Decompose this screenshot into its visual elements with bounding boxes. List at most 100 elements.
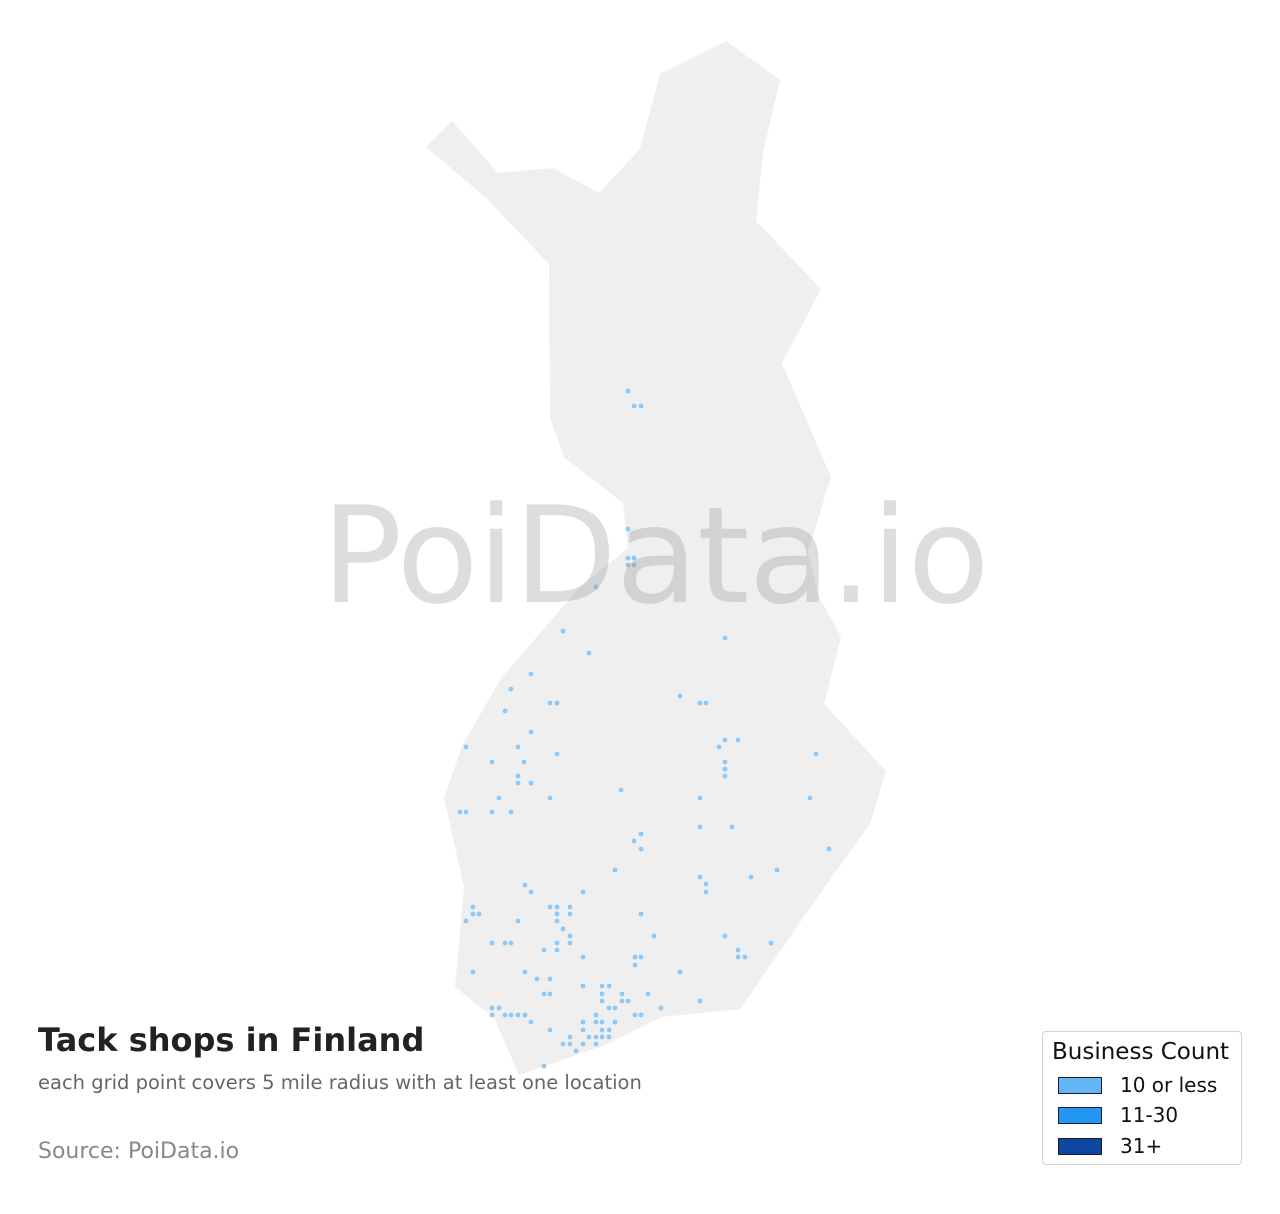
grid-point <box>554 751 560 757</box>
grid-point <box>554 911 560 917</box>
grid-point <box>619 998 625 1004</box>
grid-point <box>625 562 631 568</box>
grid-point <box>547 795 553 801</box>
legend-item-mid: 11-30 <box>1058 1103 1178 1127</box>
map-subtitle: each grid point covers 5 mile radius wit… <box>38 1071 642 1094</box>
grid-point <box>638 954 644 960</box>
grid-point <box>593 1034 599 1040</box>
grid-point <box>522 882 528 888</box>
grid-point <box>697 998 703 1004</box>
grid-point <box>735 954 741 960</box>
grid-point <box>508 686 514 692</box>
grid-point <box>534 976 540 982</box>
grid-point <box>560 1041 566 1047</box>
grid-point <box>638 846 644 852</box>
grid-point <box>599 1027 605 1033</box>
grid-point <box>470 911 476 917</box>
grid-point <box>593 1012 599 1018</box>
grid-point <box>567 933 573 939</box>
grid-point <box>697 824 703 830</box>
grid-point <box>632 962 638 968</box>
grid-point <box>638 403 644 409</box>
grid-point <box>521 759 527 765</box>
map-title: Tack shops in Finland <box>38 1021 425 1059</box>
grid-point <box>554 700 560 706</box>
grid-point <box>826 846 832 852</box>
grid-point <box>703 700 709 706</box>
grid-point <box>457 809 463 815</box>
grid-point <box>631 555 637 561</box>
grid-point <box>554 940 560 946</box>
grid-point <box>612 1005 618 1011</box>
grid-point <box>489 809 495 815</box>
grid-point <box>528 671 534 677</box>
grid-point <box>515 918 521 924</box>
grid-point <box>489 1012 495 1018</box>
grid-point <box>541 991 547 997</box>
grid-point <box>722 773 728 779</box>
grid-point <box>580 889 586 895</box>
grid-point <box>638 911 644 917</box>
grid-point <box>599 998 605 1004</box>
grid-point <box>489 940 495 946</box>
grid-point <box>632 954 638 960</box>
grid-point <box>547 1027 553 1033</box>
grid-point <box>619 991 625 997</box>
legend: Business Count 10 or less 11-30 31+ <box>1042 1031 1242 1165</box>
grid-point <box>697 700 703 706</box>
grid-point <box>489 1005 495 1011</box>
grid-point <box>463 809 469 815</box>
grid-point <box>515 744 521 750</box>
legend-title: Business Count <box>1052 1039 1230 1065</box>
grid-point <box>547 700 553 706</box>
legend-item-high: 31+ <box>1058 1134 1162 1158</box>
grid-point <box>593 1019 599 1025</box>
grid-point <box>496 1005 502 1011</box>
grid-point <box>612 1019 618 1025</box>
grid-point <box>651 933 657 939</box>
grid-point <box>599 1034 605 1040</box>
grid-point <box>703 881 709 887</box>
grid-point <box>697 795 703 801</box>
grid-point <box>463 744 469 750</box>
grid-point <box>541 947 547 953</box>
grid-point <box>547 976 553 982</box>
grid-point <box>567 911 573 917</box>
grid-point <box>508 809 514 815</box>
source-note: Source: PoiData.io <box>38 1139 240 1164</box>
grid-point <box>658 1005 664 1011</box>
grid-point <box>625 555 631 561</box>
grid-point <box>496 795 502 801</box>
grid-point <box>554 947 560 953</box>
grid-point <box>541 1063 547 1069</box>
grid-point <box>645 991 651 997</box>
grid-point <box>768 940 774 946</box>
grid-point <box>515 1012 521 1018</box>
legend-item-low: 10 or less <box>1058 1073 1218 1097</box>
grid-point <box>489 759 495 765</box>
grid-point <box>722 759 728 765</box>
grid-point <box>735 947 741 953</box>
grid-point <box>560 628 566 634</box>
grid-point <box>547 904 553 910</box>
grid-point <box>716 744 722 750</box>
grid-point <box>580 1041 586 1047</box>
legend-label: 10 or less <box>1120 1073 1218 1097</box>
grid-point <box>567 940 573 946</box>
grid-point <box>580 983 586 989</box>
grid-point <box>560 926 566 932</box>
grid-point <box>508 940 514 946</box>
grid-point <box>580 1027 586 1033</box>
grid-point <box>580 1019 586 1025</box>
grid-point <box>729 824 735 830</box>
grid-point <box>722 933 728 939</box>
grid-point <box>580 954 586 960</box>
grid-point <box>638 1012 644 1018</box>
grid-point <box>470 969 476 975</box>
grid-point <box>807 795 813 801</box>
grid-point <box>476 911 482 917</box>
grid-point <box>567 904 573 910</box>
grid-point <box>631 838 637 844</box>
grid-point <box>586 1034 592 1040</box>
grid-point <box>573 1048 579 1054</box>
